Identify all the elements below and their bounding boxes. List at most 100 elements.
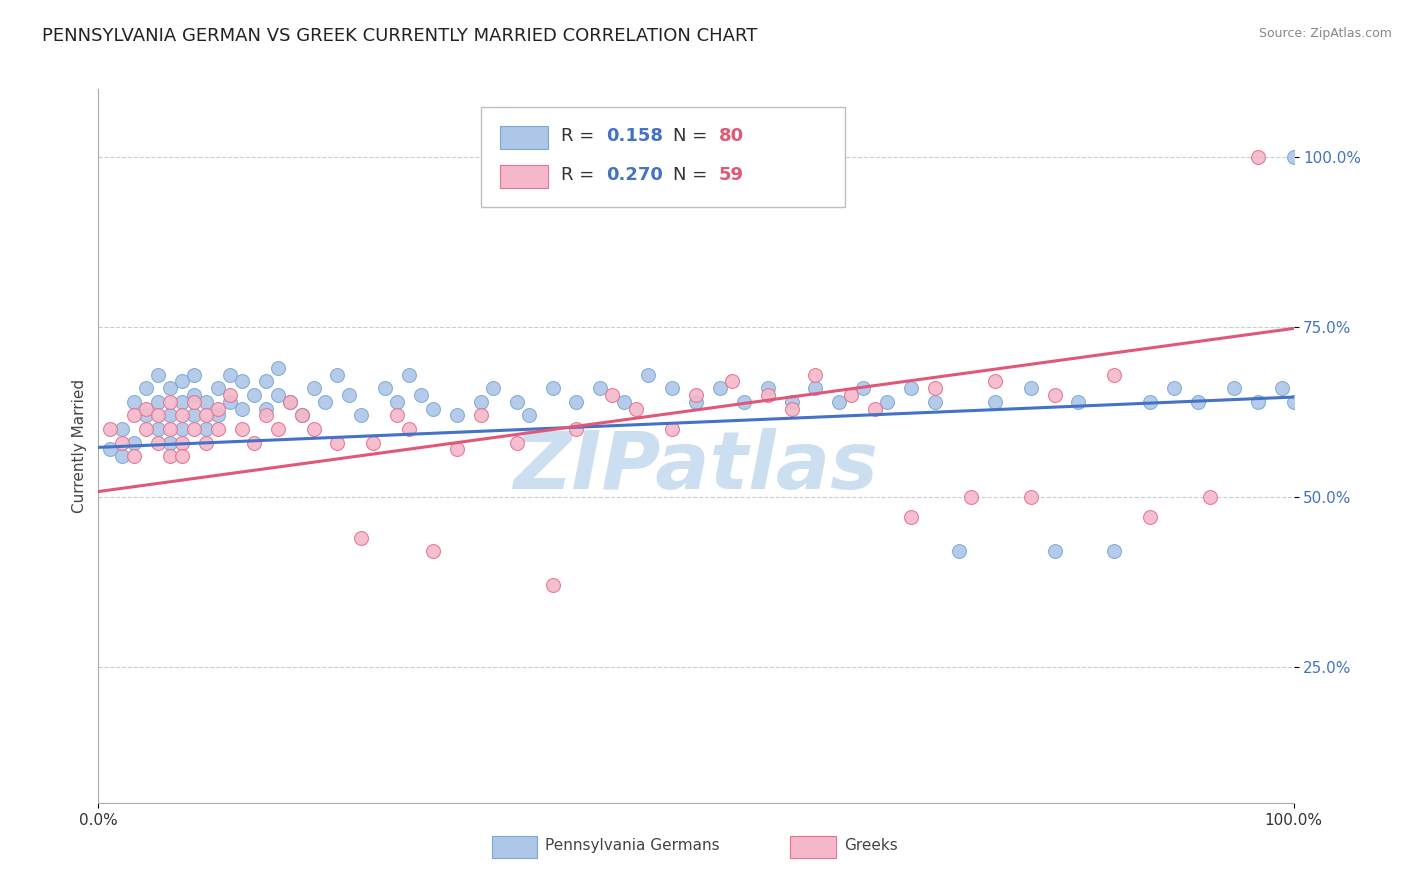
Point [1247,394,1270,409]
Point [1139,510,1161,524]
Point [876,394,898,409]
Point [1247,150,1270,164]
Y-axis label: Currently Married: Currently Married [72,379,87,513]
Point [446,442,468,457]
Point [1019,381,1042,395]
Point [661,381,683,395]
Point [685,394,707,409]
Point [804,368,827,382]
Point [195,422,218,436]
Point [363,435,385,450]
Point [207,401,229,416]
Point [422,401,444,416]
Point [98,442,122,457]
Point [302,381,325,395]
Point [267,388,290,402]
Point [1163,381,1185,395]
Point [183,422,205,436]
Point [780,401,803,416]
Point [385,394,409,409]
Point [350,409,373,423]
Point [267,360,290,375]
Point [302,422,325,436]
Text: Greeks: Greeks [844,838,898,853]
Point [124,409,146,423]
Point [900,381,922,395]
Text: Source: ZipAtlas.com: Source: ZipAtlas.com [1258,27,1392,40]
Point [733,394,755,409]
Point [159,449,181,463]
Text: ZIPatlas: ZIPatlas [513,428,879,507]
Point [98,422,122,436]
Point [148,435,170,450]
Point [172,422,194,436]
Point [326,435,349,450]
Point [626,401,648,416]
Text: 0.270: 0.270 [606,166,664,184]
Point [385,409,409,423]
Point [589,381,612,395]
Point [183,368,205,382]
Point [135,381,157,395]
Point [1067,394,1090,409]
Point [159,422,181,436]
Point [254,375,277,389]
Point [172,394,194,409]
Text: 80: 80 [718,128,744,145]
Point [565,422,588,436]
Point [172,435,194,450]
Point [159,435,181,450]
Point [350,531,373,545]
Point [709,381,731,395]
Point [1104,544,1126,558]
Point [207,409,229,423]
Point [1199,490,1222,504]
Point [135,401,157,416]
Point [124,394,146,409]
Text: 59: 59 [718,166,744,184]
Point [243,435,266,450]
Point [326,368,349,382]
Point [111,435,134,450]
Point [243,388,266,402]
Point [398,422,420,436]
Point [207,422,229,436]
Point [231,401,253,416]
FancyBboxPatch shape [790,837,835,858]
Point [374,381,396,395]
Point [984,394,1007,409]
Point [756,388,779,402]
Point [1223,381,1246,395]
Point [278,394,301,409]
Text: Pennsylvania Germans: Pennsylvania Germans [546,838,720,853]
Point [481,381,505,395]
Point [565,394,588,409]
Point [541,381,564,395]
Point [219,394,242,409]
Point [231,422,253,436]
Point [804,381,827,395]
Point [195,394,218,409]
Point [984,375,1007,389]
Point [172,409,194,423]
Point [148,422,170,436]
Point [398,368,420,382]
Point [291,409,314,423]
Point [315,394,337,409]
Point [924,381,946,395]
Point [411,388,433,402]
Point [148,368,170,382]
Point [1043,388,1066,402]
Text: N =: N = [673,166,713,184]
Point [900,510,922,524]
Point [924,394,946,409]
Text: R =: R = [561,128,600,145]
Point [960,490,983,504]
Point [1043,544,1066,558]
Point [231,375,253,389]
Point [637,368,659,382]
Point [541,578,564,592]
Point [506,435,529,450]
Point [756,381,779,395]
Point [1104,368,1126,382]
